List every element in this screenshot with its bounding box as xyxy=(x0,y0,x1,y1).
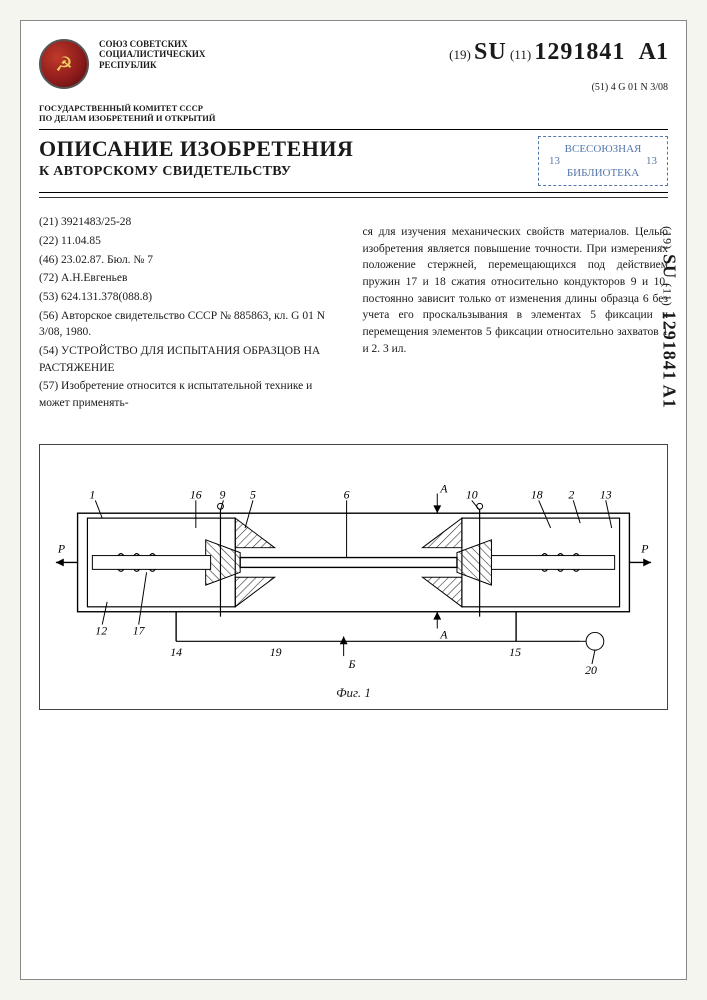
document-subtitle: К АВТОРСКОМУ СВИДЕТЕЛЬСТВУ xyxy=(39,164,353,180)
union-line-2: СОЦИАЛИСТИЧЕСКИХ xyxy=(99,49,209,59)
label-10: 10 xyxy=(466,487,478,501)
label-19: 19 xyxy=(270,645,282,659)
header-row: ☭ СОЮЗ СОВЕТСКИХ СОЦИАЛИСТИЧЕСКИХ РЕСПУБ… xyxy=(39,39,668,93)
force-p-left: P xyxy=(57,541,65,555)
label-16: 16 xyxy=(190,487,202,501)
figure-caption: Фиг. 1 xyxy=(48,685,659,701)
field-46: (46) 23.02.87. Бюл. № 7 xyxy=(39,252,345,269)
stamp-num-right: 13 xyxy=(646,155,657,167)
divider xyxy=(39,129,668,130)
label-2: 2 xyxy=(568,487,574,501)
document-title: ОПИСАНИЕ ИЗОБРЕТЕНИЯ xyxy=(39,136,353,162)
section-a-top: А xyxy=(439,481,448,495)
library-stamp: ВСЕСОЮЗНАЯ 13 13 БИБЛИОТЕКА xyxy=(538,136,668,186)
patent-page: ☭ СОЮЗ СОВЕТСКИХ СОЦИАЛИСТИЧЕСКИХ РЕСПУБ… xyxy=(20,20,687,980)
field-53: (53) 624.131.378(088.8) xyxy=(39,289,345,306)
field-22: (22) 11.04.85 xyxy=(39,233,345,250)
union-line-1: СОЮЗ СОВЕТСКИХ xyxy=(99,39,209,49)
ipc-classification: (51) 4 G 01 N 3/08 xyxy=(219,82,668,93)
abstract-text: ся для изучения механических свойств мат… xyxy=(363,224,669,357)
stamp-line-2: БИБЛИОТЕКА xyxy=(549,167,657,179)
label-5: 5 xyxy=(250,487,256,501)
label-13: 13 xyxy=(600,487,612,501)
label-14: 14 xyxy=(170,645,182,659)
country-prefix: (19) xyxy=(449,47,471,62)
publication-number: 1291841 xyxy=(534,39,625,65)
kind-code: A1 xyxy=(639,39,668,65)
label-20: 20 xyxy=(585,663,597,676)
field-56: (56) Авторское свидетельство СССР № 8858… xyxy=(39,308,345,341)
ussr-emblem-icon: ☭ xyxy=(39,39,89,89)
divider-thin xyxy=(39,197,668,198)
stamp-line-1: ВСЕСОЮЗНАЯ xyxy=(549,143,657,155)
section-a-bottom: А xyxy=(439,627,448,641)
label-17: 17 xyxy=(133,623,146,637)
title-block: ОПИСАНИЕ ИЗОБРЕТЕНИЯ К АВТОРСКОМУ СВИДЕТ… xyxy=(39,136,668,186)
field-54: (54) УСТРОЙСТВО ДЛЯ ИСПЫТАНИЯ ОБРАЗЦОВ Н… xyxy=(39,343,345,376)
section-b: Б xyxy=(348,657,356,671)
field-57-left: (57) Изобретение относится к испытательн… xyxy=(39,378,345,411)
label-15: 15 xyxy=(509,645,521,659)
label-12: 12 xyxy=(95,623,107,637)
left-column: (21) 3921483/25-28 (22) 11.04.85 (46) 23… xyxy=(39,212,345,413)
number-prefix: (11) xyxy=(510,47,531,62)
field-72: (72) А.Н.Евгеньев xyxy=(39,270,345,287)
state-committee: ГОСУДАРСТВЕННЫЙ КОМИТЕТ СССР ПО ДЕЛАМ ИЗ… xyxy=(39,103,259,123)
tensile-device-diagram: 1 16 9 5 6 10 18 2 13 12 17 14 19 15 20 … xyxy=(48,459,659,676)
divider xyxy=(39,192,668,193)
country-code: SU xyxy=(474,39,507,65)
force-p-right: P xyxy=(640,541,648,555)
union-name: СОЮЗ СОВЕТСКИХ СОЦИАЛИСТИЧЕСКИХ РЕСПУБЛИ… xyxy=(99,39,209,70)
stamp-num-left: 13 xyxy=(549,155,560,167)
publication-code: (19) SU (11) 1291841 A1 (51) 4 G 01 N 3/… xyxy=(219,39,668,93)
label-9: 9 xyxy=(219,487,225,501)
biblio-columns: (21) 3921483/25-28 (22) 11.04.85 (46) 23… xyxy=(39,212,668,413)
label-18: 18 xyxy=(531,487,543,501)
label-6: 6 xyxy=(344,487,350,501)
field-21: (21) 3921483/25-28 xyxy=(39,214,345,231)
side-publication-code: (19) SU (11) 1291841 A1 xyxy=(659,226,680,409)
figure-1: 1 16 9 5 6 10 18 2 13 12 17 14 19 15 20 … xyxy=(39,444,668,710)
right-column: ся для изучения механических свойств мат… xyxy=(363,212,669,413)
union-line-3: РЕСПУБЛИК xyxy=(99,60,209,70)
label-1: 1 xyxy=(89,487,95,501)
